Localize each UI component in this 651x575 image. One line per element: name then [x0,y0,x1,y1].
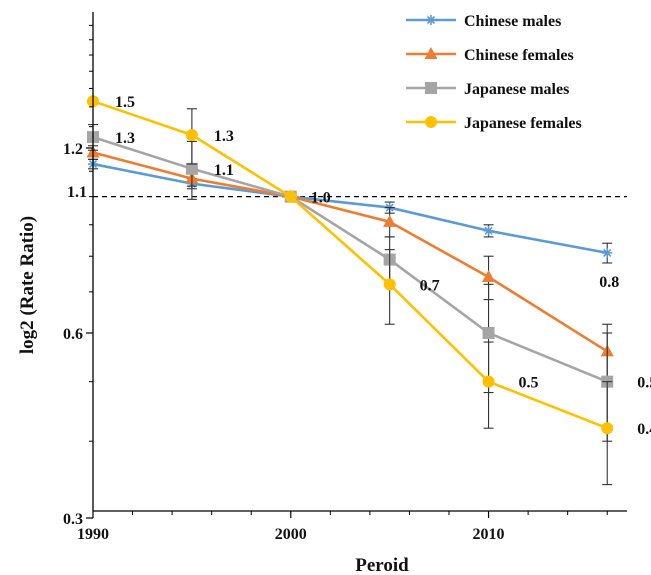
series-chinese-females [86,145,614,383]
axes: 0.3 0.6 1.2 1990 2000 2010 [63,12,627,543]
series-line [92,135,608,383]
x-tick-label: 2010 [473,526,505,543]
data-label: 0.5 [637,375,651,392]
series-line [92,162,608,255]
legend-label: Japanese females [464,115,582,132]
legend-item: Japanese males [406,81,569,98]
legend: Chinese males Chinese females Japanese mal… [406,13,582,132]
plot-area: 1.1 0.8 1.3 1.1 0.5 1.5 1.3 1.0 0.7 0.5 0.4 [67,94,651,486]
series-line [92,151,608,353]
legend-marker [426,15,436,25]
x-tick-label: 1990 [77,526,109,543]
legend-label: Japanese males [464,81,569,98]
data-point [602,247,613,258]
legend-item: Japanese females [406,115,582,132]
data-label: 1.1 [214,162,234,179]
data-point [383,214,397,227]
data-label: 0.4 [637,421,651,438]
legend-label: Chinese males [464,13,561,30]
series-chinese-males: 1.1 0.8 [67,158,619,291]
x-tick-label: 2000 [275,526,307,543]
data-point [185,162,198,175]
data-point [185,128,198,141]
series-japanese-females: 1.5 1.3 1.0 0.7 0.5 0.4 [87,94,651,486]
x-axis-title: Peroid [355,555,409,575]
y-tick-label: 0.3 [63,511,83,528]
data-point [601,422,614,435]
data-point [482,375,495,388]
legend-item: Chinese males [406,13,561,30]
legend-label: Chinese females [464,47,574,64]
legend-marker [425,82,437,94]
data-label: 0.5 [519,375,539,392]
data-label: 1.3 [214,128,234,145]
legend-marker [425,116,437,128]
data-point [482,270,496,283]
y-tick-label: 1.2 [63,141,83,158]
data-label: 1.3 [115,130,135,147]
y-tick-label: 0.6 [63,326,83,343]
data-point [482,327,495,339]
data-point [383,278,396,291]
series-line [92,99,608,430]
data-label: 0.8 [599,274,619,291]
data-point [483,225,494,236]
legend-item: Chinese females [406,47,574,64]
data-label: 1.0 [311,190,331,207]
data-label: 1.1 [67,184,87,201]
legend-marker [424,47,438,59]
data-label: 1.5 [115,94,135,111]
data-label: 0.7 [420,277,440,294]
y-axis-title: log2 (Rate Ratio) [17,216,38,354]
data-point [284,190,297,203]
